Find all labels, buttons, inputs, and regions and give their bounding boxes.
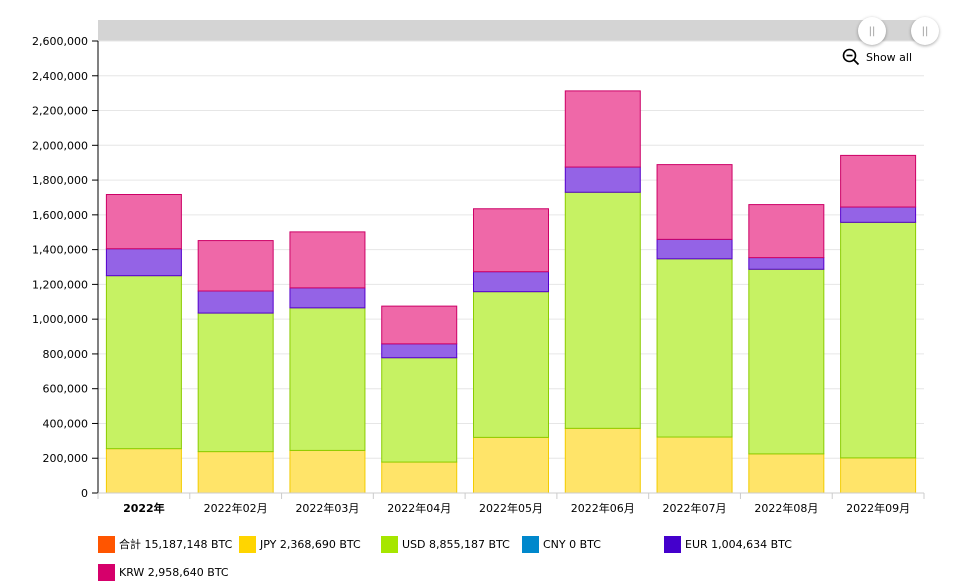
y-tick-label: 1,400,000: [32, 244, 88, 257]
legend-item-usd[interactable]: USD 8,855,187 BTC: [381, 535, 510, 553]
legend-swatch-krw: [98, 563, 115, 581]
bar-usd-4[interactable]: [473, 291, 549, 438]
scrollbar-right-handle[interactable]: ||: [911, 17, 939, 45]
legend-item-eur[interactable]: EUR 1,004,634 BTC: [664, 535, 792, 553]
bar-jpy-7[interactable]: [748, 453, 825, 494]
left-handle-grip: ||: [868, 25, 876, 37]
bar-usd-2[interactable]: [289, 307, 366, 451]
legend-swatch-eur: [664, 535, 681, 553]
x-tick-label: 2022年06月: [571, 501, 635, 515]
y-tick-label: 1,600,000: [32, 209, 88, 222]
bar-usd-7[interactable]: [748, 268, 825, 455]
y-tick-label: 1,200,000: [32, 278, 88, 291]
bar-eur-3[interactable]: [381, 343, 458, 359]
x-tick-label: 2022年05月: [479, 501, 543, 515]
bar-jpy-8[interactable]: [840, 457, 917, 494]
right-handle-grip: ||: [921, 25, 929, 37]
bar-jpy-5[interactable]: [564, 427, 641, 494]
y-tick-label: 200,000: [43, 452, 89, 465]
bar-eur-5[interactable]: [564, 166, 641, 193]
bars: [105, 90, 917, 494]
bar-usd-0[interactable]: [105, 275, 182, 450]
legend-label-krw: KRW: [119, 565, 145, 579]
y-tick-label: 2,400,000: [32, 70, 88, 83]
bar-krw-5[interactable]: [564, 90, 641, 168]
bar-usd-3[interactable]: [381, 357, 458, 463]
legend-item-jpy[interactable]: JPY 2,368,690 BTC: [239, 535, 361, 553]
y-tick-label: 0: [81, 487, 88, 500]
y-tick-label: 2,600,000: [32, 35, 88, 48]
bar-eur-8[interactable]: [840, 206, 917, 223]
legend-value-total: 15,187,148 BTC: [144, 537, 233, 551]
bar-eur-6[interactable]: [656, 238, 733, 260]
bar-krw-6[interactable]: [656, 164, 733, 240]
bar-eur-1[interactable]: [197, 290, 274, 314]
legend-item-cny[interactable]: CNY 0 BTC: [522, 535, 601, 553]
bar-krw-0[interactable]: [105, 194, 182, 250]
y-tick-label: 2,200,000: [32, 105, 88, 118]
legend-label-eur: EUR: [685, 537, 708, 551]
legend-value-usd: 8,855,187 BTC: [429, 537, 510, 551]
legend-label-jpy: JPY: [260, 537, 277, 551]
bar-eur-7[interactable]: [748, 257, 825, 270]
bar-krw-2[interactable]: [289, 231, 366, 289]
y-tick-label: 1,800,000: [32, 174, 88, 187]
bar-usd-8[interactable]: [840, 221, 917, 459]
bar-jpy-0[interactable]: [105, 448, 182, 494]
x-tick-label: 2022年: [123, 501, 165, 515]
bar-krw-8[interactable]: [840, 154, 917, 208]
bar-jpy-1[interactable]: [197, 451, 274, 494]
y-tick-label: 400,000: [43, 417, 89, 430]
x-tick-label: 2022年07月: [663, 501, 727, 515]
bar-usd-5[interactable]: [564, 191, 641, 429]
x-tick-label: 2022年04月: [387, 501, 451, 515]
x-tick-label: 2022年03月: [295, 501, 359, 515]
bar-krw-1[interactable]: [197, 240, 274, 292]
y-tick-label: 2,000,000: [32, 139, 88, 152]
legend-item-total[interactable]: 合計 15,187,148 BTC: [98, 535, 232, 553]
bar-jpy-3[interactable]: [381, 461, 458, 494]
scrollbar-left-handle[interactable]: ||: [858, 17, 886, 45]
y-tick-label: 800,000: [43, 348, 89, 361]
show-all-button[interactable]: Show all: [842, 48, 912, 66]
bar-krw-7[interactable]: [748, 204, 825, 259]
y-axis: 0 200,000 400,000 600,000 800,000 1,000,000 1,…: [32, 35, 99, 500]
legend-swatch-jpy: [239, 535, 256, 553]
x-tick-label: 2022年02月: [204, 501, 268, 515]
bar-krw-4[interactable]: [473, 208, 549, 273]
bar-jpy-2[interactable]: [289, 449, 366, 494]
scrollbar-track[interactable]: [98, 20, 924, 41]
y-tick-label: 600,000: [43, 383, 89, 396]
legend-swatch-cny: [522, 535, 539, 553]
x-axis: 2022年 2022年02月 2022年03月 2022年04月 2022年05月 202…: [97, 492, 925, 515]
bar-eur-2[interactable]: [289, 287, 366, 309]
legend-value-jpy: 2,368,690 BTC: [279, 537, 361, 551]
zoom-out-icon: [842, 48, 860, 66]
legend-label-total: 合計: [119, 538, 141, 551]
legend-value-cny: 0 BTC: [569, 537, 601, 551]
bar-usd-6[interactable]: [656, 258, 733, 438]
legend-label-cny: CNY: [543, 537, 566, 551]
legend-label-usd: USD: [402, 537, 426, 551]
bar-eur-0[interactable]: [105, 248, 182, 277]
x-tick-label: 2022年08月: [754, 501, 818, 515]
legend-value-eur: 1,004,634 BTC: [711, 537, 792, 551]
show-all-label: Show all: [866, 50, 913, 64]
bar-jpy-6[interactable]: [656, 436, 733, 494]
legend-value-krw: 2,958,640 BTC: [147, 565, 229, 579]
legend-item-krw[interactable]: KRW 2,958,640 BTC: [98, 563, 229, 581]
bar-usd-1[interactable]: [197, 312, 274, 453]
bar-eur-4[interactable]: [473, 271, 549, 293]
y-tick-label: 1,000,000: [32, 313, 88, 326]
legend-swatch-total: [98, 535, 115, 553]
bar-jpy-4[interactable]: [473, 436, 549, 494]
x-tick-label: 2022年09月: [846, 501, 910, 515]
bar-krw-3[interactable]: [381, 305, 458, 345]
legend-swatch-usd: [381, 535, 398, 553]
